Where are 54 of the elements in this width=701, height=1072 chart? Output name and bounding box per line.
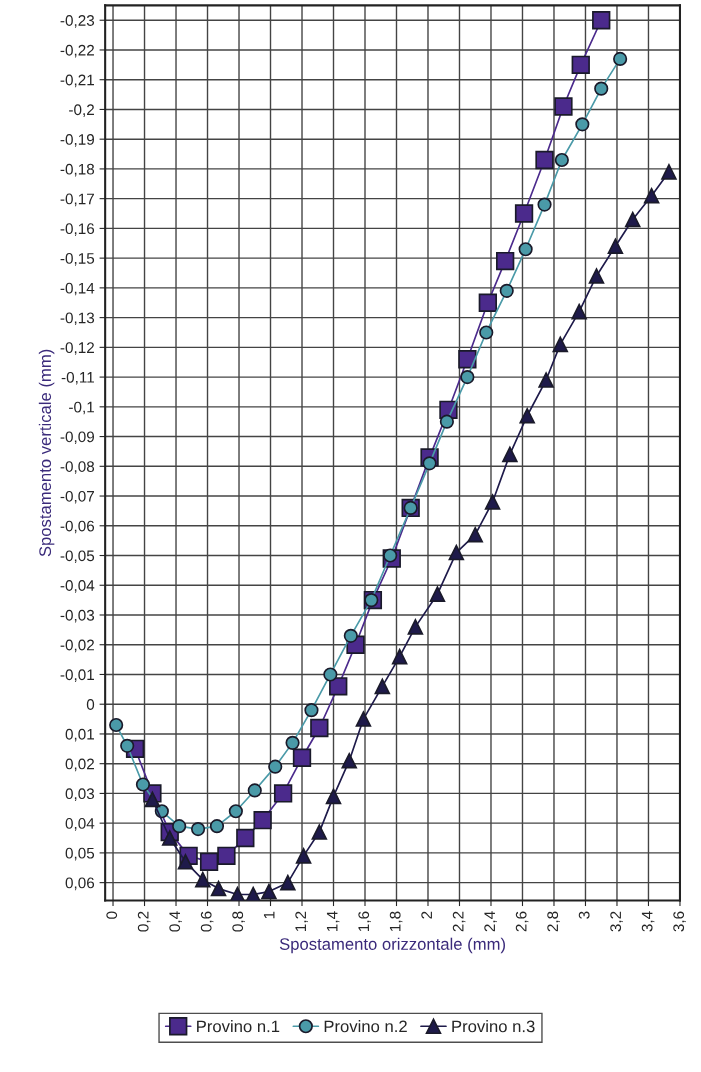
x-tick-label: 0	[106, 911, 118, 919]
x-axis-title: Spostamento orizzontale (mm)	[279, 937, 505, 954]
y-tick-label: 0,03	[65, 788, 95, 801]
x-tick-label: 0,6	[200, 911, 214, 932]
x-tick-label: 3,6	[673, 911, 686, 932]
x-tick-label: 0,8	[232, 911, 245, 932]
y-tick-label: -0,08	[60, 461, 95, 474]
x-tick-label: 0,2	[137, 911, 151, 932]
y-tick-label: -0,18	[60, 163, 95, 177]
x-tick-label: 1,2	[295, 911, 308, 931]
y-tick-label: -0,16	[60, 223, 95, 236]
y-tick-label: -0,09	[60, 431, 95, 445]
x-tick-label: 2,4	[484, 911, 497, 932]
x-tick-label: 1,6	[358, 911, 371, 931]
y-tick-label: -0,12	[60, 342, 94, 355]
y-tick-label: 0	[86, 699, 95, 710]
x-tick-label: 0,4	[169, 911, 182, 932]
y-tick-label: 0,01	[65, 728, 94, 742]
x-tick-label: 3	[578, 911, 590, 919]
y-tick-label: -0,03	[60, 609, 95, 623]
x-tick-label: 2,2	[452, 911, 466, 932]
y-tick-label: -0,02	[60, 639, 94, 653]
x-tick-label: 3,4	[641, 911, 655, 932]
y-tick-label: -0,05	[60, 550, 95, 564]
legend-label: Provino n.1	[197, 1020, 280, 1033]
x-tick-label: 1,8	[389, 911, 403, 931]
y-tick-label: -0,2	[69, 104, 94, 117]
x-tick-label: 1	[263, 911, 275, 919]
y-tick-label: -0,15	[60, 253, 95, 266]
x-tick-label: 2,8	[547, 911, 560, 932]
y-tick-label: -0,07	[60, 490, 94, 504]
x-tick-label: 2	[421, 911, 432, 919]
y-tick-label: 0,05	[65, 847, 95, 861]
y-tick-label: -0,22	[60, 44, 94, 58]
y-tick-label: -0,11	[61, 371, 94, 385]
x-tick-label: 3,2	[610, 911, 623, 932]
legend-label: Provino n.3	[452, 1020, 535, 1033]
y-tick-label: -0,14	[60, 282, 95, 296]
y-axis-title: Spostamento verticale (mm)	[38, 349, 55, 557]
y-tick-label: -0,01	[60, 669, 94, 682]
y-tick-label: -0,17	[60, 193, 94, 207]
x-tick-label: 2,6	[515, 911, 529, 932]
y-tick-label: 0,06	[65, 877, 95, 891]
y-tick-label: 0,04	[65, 818, 95, 831]
y-tick-label: -0,13	[60, 312, 95, 326]
y-tick-label: -0,19	[60, 134, 95, 147]
x-tick-label: 1,4	[326, 911, 340, 931]
y-tick-label: -0,21	[60, 74, 94, 88]
y-tick-label: -0,23	[60, 15, 95, 28]
y-tick-label: 0,02	[65, 758, 94, 772]
y-tick-label: -0,1	[69, 401, 94, 415]
y-tick-label: -0,04	[60, 580, 95, 593]
legend-label: Provino n.2	[324, 1020, 407, 1033]
y-tick-label: -0,06	[60, 520, 95, 534]
